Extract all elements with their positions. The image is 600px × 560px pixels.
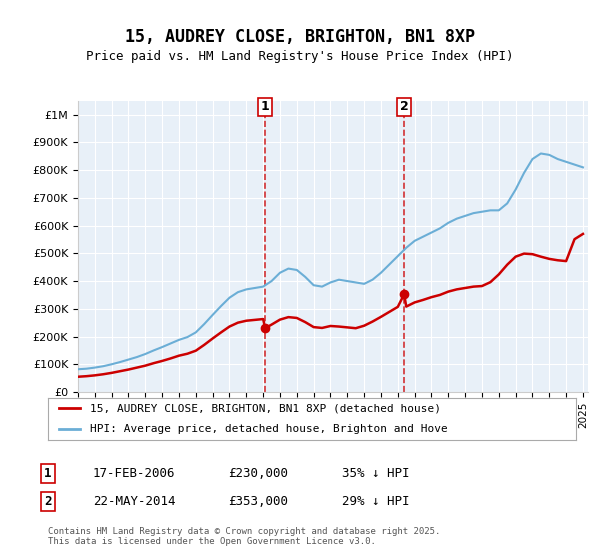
Text: Contains HM Land Registry data © Crown copyright and database right 2025.
This d: Contains HM Land Registry data © Crown c… — [48, 526, 440, 546]
Text: 2: 2 — [400, 100, 409, 113]
Text: £353,000: £353,000 — [228, 494, 288, 508]
Text: 22-MAY-2014: 22-MAY-2014 — [93, 494, 176, 508]
Text: 35% ↓ HPI: 35% ↓ HPI — [342, 466, 409, 480]
Text: 29% ↓ HPI: 29% ↓ HPI — [342, 494, 409, 508]
Text: 2: 2 — [44, 494, 52, 508]
Text: 1: 1 — [44, 466, 52, 480]
Text: 15, AUDREY CLOSE, BRIGHTON, BN1 8XP: 15, AUDREY CLOSE, BRIGHTON, BN1 8XP — [125, 28, 475, 46]
Text: 15, AUDREY CLOSE, BRIGHTON, BN1 8XP (detached house): 15, AUDREY CLOSE, BRIGHTON, BN1 8XP (det… — [90, 403, 441, 413]
Text: Price paid vs. HM Land Registry's House Price Index (HPI): Price paid vs. HM Land Registry's House … — [86, 50, 514, 63]
Text: £230,000: £230,000 — [228, 466, 288, 480]
Text: 1: 1 — [261, 100, 269, 113]
Text: 17-FEB-2006: 17-FEB-2006 — [93, 466, 176, 480]
Text: HPI: Average price, detached house, Brighton and Hove: HPI: Average price, detached house, Brig… — [90, 424, 448, 434]
